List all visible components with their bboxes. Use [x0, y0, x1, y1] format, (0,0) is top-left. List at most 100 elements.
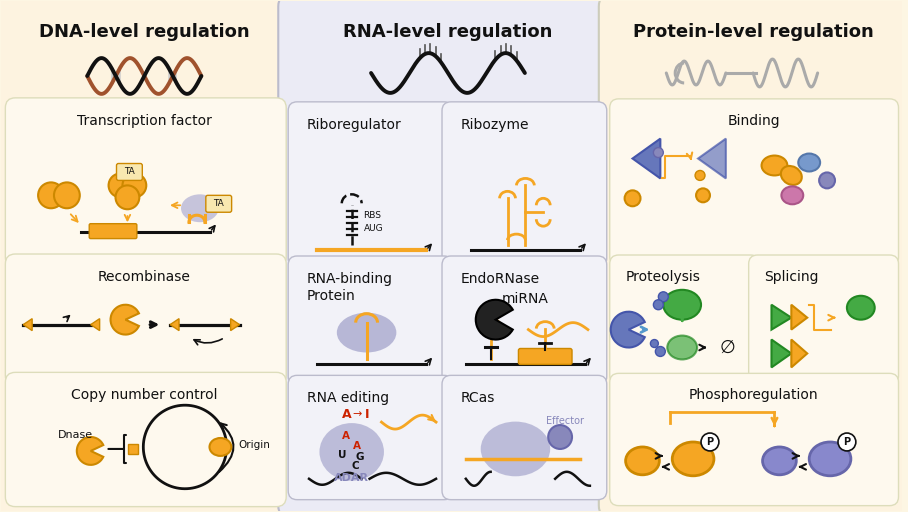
- Circle shape: [654, 147, 664, 158]
- Text: EndoRNase: EndoRNase: [461, 272, 540, 286]
- Text: I: I: [365, 408, 370, 421]
- Text: U: U: [338, 450, 346, 460]
- Wedge shape: [111, 305, 139, 334]
- Polygon shape: [24, 318, 32, 331]
- Circle shape: [819, 173, 835, 188]
- Text: Dnase: Dnase: [58, 430, 94, 440]
- Circle shape: [123, 174, 146, 197]
- Text: G: G: [355, 452, 364, 462]
- Text: TA: TA: [213, 199, 224, 208]
- FancyBboxPatch shape: [5, 98, 286, 267]
- Circle shape: [701, 433, 719, 451]
- Ellipse shape: [847, 296, 874, 319]
- FancyBboxPatch shape: [206, 196, 232, 212]
- Circle shape: [625, 190, 640, 206]
- FancyBboxPatch shape: [610, 255, 760, 385]
- Circle shape: [650, 339, 658, 348]
- Circle shape: [658, 292, 668, 302]
- Ellipse shape: [798, 154, 820, 172]
- Text: P: P: [706, 437, 714, 447]
- FancyBboxPatch shape: [442, 256, 607, 386]
- FancyBboxPatch shape: [278, 0, 617, 512]
- Ellipse shape: [809, 442, 851, 476]
- Text: Riboregulator: Riboregulator: [307, 118, 402, 132]
- Ellipse shape: [664, 290, 701, 319]
- Polygon shape: [772, 339, 792, 368]
- Text: A: A: [342, 408, 351, 421]
- Ellipse shape: [763, 447, 796, 475]
- Text: RNA editing: RNA editing: [307, 391, 390, 406]
- Text: Origin: Origin: [239, 440, 271, 450]
- Text: Copy number control: Copy number control: [71, 388, 218, 402]
- FancyBboxPatch shape: [116, 163, 143, 180]
- FancyBboxPatch shape: [610, 373, 899, 506]
- Text: Effector: Effector: [546, 416, 584, 426]
- Text: P: P: [844, 437, 851, 447]
- Text: RCas: RCas: [461, 391, 495, 406]
- Text: Ribozyme: Ribozyme: [461, 118, 529, 132]
- Text: RNA-binding
Protein: RNA-binding Protein: [307, 272, 393, 303]
- Circle shape: [115, 185, 139, 209]
- Polygon shape: [231, 318, 240, 331]
- Text: →: →: [352, 409, 361, 419]
- Text: TA: TA: [124, 167, 134, 176]
- FancyBboxPatch shape: [5, 372, 286, 507]
- Circle shape: [548, 425, 572, 449]
- Text: Binding: Binding: [727, 114, 780, 128]
- Polygon shape: [772, 305, 792, 330]
- Polygon shape: [91, 318, 100, 331]
- FancyBboxPatch shape: [5, 254, 286, 386]
- FancyBboxPatch shape: [288, 102, 453, 267]
- Wedge shape: [476, 300, 513, 339]
- Wedge shape: [77, 437, 104, 465]
- Text: RBS: RBS: [363, 211, 381, 220]
- Circle shape: [696, 170, 705, 180]
- FancyBboxPatch shape: [442, 375, 607, 500]
- Ellipse shape: [626, 447, 659, 475]
- Text: Transcription factor: Transcription factor: [77, 114, 212, 128]
- Text: ∅: ∅: [720, 338, 735, 356]
- Circle shape: [656, 347, 666, 356]
- Text: A: A: [341, 431, 350, 441]
- FancyBboxPatch shape: [749, 255, 899, 385]
- Ellipse shape: [667, 335, 697, 359]
- FancyBboxPatch shape: [610, 99, 899, 266]
- Polygon shape: [792, 305, 807, 330]
- Ellipse shape: [480, 421, 550, 476]
- Text: Proteolysis: Proteolysis: [626, 270, 700, 284]
- Text: C: C: [352, 461, 360, 471]
- Ellipse shape: [181, 195, 219, 222]
- FancyBboxPatch shape: [442, 102, 607, 267]
- FancyBboxPatch shape: [288, 256, 453, 386]
- Polygon shape: [698, 139, 725, 178]
- Polygon shape: [633, 139, 660, 178]
- Ellipse shape: [781, 166, 802, 185]
- FancyBboxPatch shape: [598, 0, 908, 512]
- Circle shape: [109, 174, 133, 197]
- FancyBboxPatch shape: [89, 224, 137, 239]
- Text: RNA-level regulation: RNA-level regulation: [343, 23, 553, 41]
- Text: DNA-level regulation: DNA-level regulation: [39, 23, 250, 41]
- Circle shape: [54, 182, 80, 208]
- FancyBboxPatch shape: [0, 0, 294, 512]
- Text: Protein-level regulation: Protein-level regulation: [633, 23, 874, 41]
- FancyBboxPatch shape: [518, 349, 572, 365]
- Wedge shape: [611, 312, 645, 348]
- Text: AUG: AUG: [363, 224, 383, 232]
- Text: A: A: [352, 441, 360, 451]
- Text: Phosphoregulation: Phosphoregulation: [689, 388, 818, 402]
- Text: miRNA: miRNA: [502, 292, 548, 306]
- Circle shape: [696, 188, 710, 202]
- Circle shape: [654, 300, 664, 310]
- Polygon shape: [792, 339, 807, 368]
- FancyBboxPatch shape: [288, 375, 453, 500]
- Circle shape: [38, 182, 64, 208]
- Ellipse shape: [337, 313, 397, 352]
- Circle shape: [838, 433, 856, 451]
- Ellipse shape: [782, 186, 804, 204]
- Ellipse shape: [762, 156, 787, 176]
- Polygon shape: [170, 318, 179, 331]
- Bar: [128, 444, 138, 454]
- Ellipse shape: [210, 438, 232, 456]
- Text: Recombinase: Recombinase: [98, 270, 191, 284]
